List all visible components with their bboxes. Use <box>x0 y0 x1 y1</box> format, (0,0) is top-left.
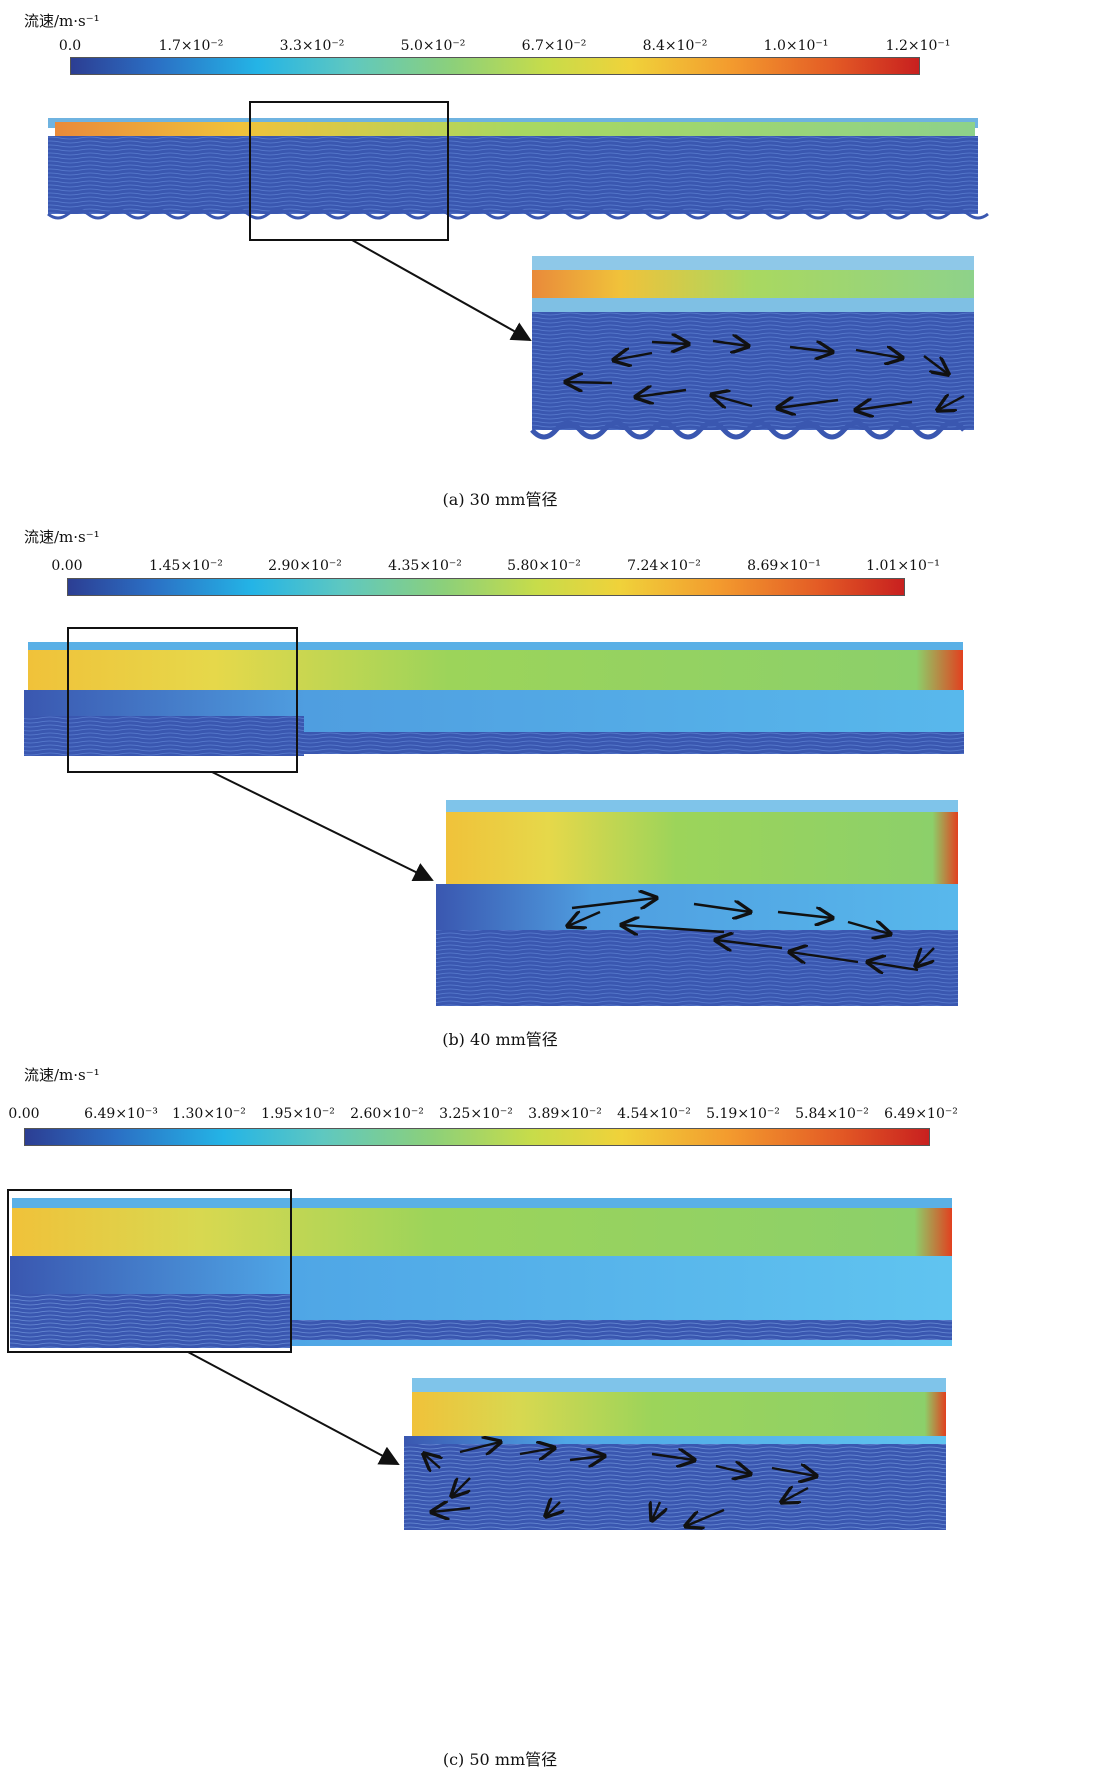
streamline-plot-a <box>47 101 989 440</box>
colorbar-tick: 1.2×10⁻¹ <box>885 38 951 54</box>
colorbar <box>70 57 920 75</box>
figure-panel-c: 流速/m·s⁻¹ 0.00 6.49×10⁻³ 1.30×10⁻² 1.95×1… <box>0 1058 1113 1769</box>
colorbar-tick: 4.54×10⁻² <box>617 1106 691 1122</box>
panel-caption: (c) 50 mm管径 <box>442 1750 558 1769</box>
zoom-pointer-arrow <box>187 1351 400 1465</box>
colorbar-tick: 1.01×10⁻¹ <box>866 558 940 574</box>
zoom-inset-c <box>404 1378 946 1530</box>
zoom-inset-b <box>436 800 958 1006</box>
high-velocity-band <box>12 1208 952 1256</box>
colorbar-unit-label: 流速/m·s⁻¹ <box>24 12 100 30</box>
colorbar-tick: 0.00 <box>8 1106 40 1122</box>
panel-caption: (a) 30 mm管径 <box>442 490 558 509</box>
colorbar-ticks: 0.0 1.7×10⁻² 3.3×10⁻² 5.0×10⁻² 6.7×10⁻² … <box>59 38 951 56</box>
zoom-region-box <box>7 1189 292 1353</box>
colorbar-tick: 1.30×10⁻² <box>172 1106 246 1122</box>
circulation-arrows-c <box>424 1442 816 1526</box>
recirculation-zone <box>24 716 304 756</box>
colorbar-tick: 7.24×10⁻² <box>627 558 701 574</box>
colorbar <box>24 1128 930 1146</box>
recirculation-zone <box>10 1294 290 1348</box>
recirculation-zone <box>48 136 978 214</box>
zoom-region-box <box>67 627 298 773</box>
colorbar-tick: 0.00 <box>51 558 83 574</box>
colorbar-tick: 5.19×10⁻² <box>706 1106 780 1122</box>
panel-caption: (b) 40 mm管径 <box>442 1030 558 1049</box>
colorbar <box>67 578 905 596</box>
colorbar-tick: 3.25×10⁻² <box>439 1106 513 1122</box>
colorbar-tick: 0.0 <box>58 38 82 54</box>
colorbar-tick: 8.4×10⁻² <box>642 38 708 54</box>
high-velocity-band <box>55 122 975 136</box>
colorbar-tick: 5.84×10⁻² <box>795 1106 869 1122</box>
colorbar-ticks: 0.00 6.49×10⁻³ 1.30×10⁻² 1.95×10⁻² 2.60×… <box>8 1106 957 1124</box>
colorbar-tick: 8.69×10⁻¹ <box>747 558 821 574</box>
colorbar-tick: 4.35×10⁻² <box>388 558 462 574</box>
figure-panel-b: 流速/m·s⁻¹ 0.00 1.45×10⁻² 2.90×10⁻² 4.35×1… <box>0 520 1113 1050</box>
streamline-plot-b <box>24 627 964 1006</box>
colorbar-ticks: 0.00 1.45×10⁻² 2.90×10⁻² 4.35×10⁻² 5.80×… <box>51 558 939 576</box>
colorbar-tick: 1.0×10⁻¹ <box>763 38 829 54</box>
colorbar-tick: 5.0×10⁻² <box>400 38 466 54</box>
zoom-pointer-arrow <box>351 239 532 341</box>
colorbar-unit-label: 流速/m·s⁻¹ <box>24 1066 100 1084</box>
colorbar-tick: 1.7×10⁻² <box>158 38 224 54</box>
zoom-pointer-arrow <box>211 771 434 882</box>
colorbar-unit-label: 流速/m·s⁻¹ <box>24 528 100 546</box>
colorbar-tick: 3.89×10⁻² <box>528 1106 602 1122</box>
colorbar-tick: 6.49×10⁻³ <box>84 1106 158 1122</box>
colorbar-tick: 1.45×10⁻² <box>149 558 223 574</box>
streamline-plot-c <box>7 1189 952 1769</box>
colorbar-tick: 1.95×10⁻² <box>261 1106 335 1122</box>
colorbar-tick: 2.90×10⁻² <box>268 558 342 574</box>
figure-panel-a: 流速/m·s⁻¹ 0.0 1.7×10⁻² 3.3×10⁻² 5.0×10⁻² … <box>0 0 1113 510</box>
high-velocity-band <box>28 650 963 690</box>
colorbar-tick: 5.80×10⁻² <box>507 558 581 574</box>
colorbar-tick: 2.60×10⁻² <box>350 1106 424 1122</box>
colorbar-tick: 6.49×10⁻² <box>884 1106 958 1122</box>
colorbar-tick: 6.7×10⁻² <box>521 38 587 54</box>
colorbar-tick: 3.3×10⁻² <box>279 38 345 54</box>
circulation-arrows-a <box>566 341 965 410</box>
circulation-arrows-b <box>568 898 935 970</box>
zoom-inset-a <box>530 256 974 440</box>
zoom-region-box <box>249 101 449 241</box>
